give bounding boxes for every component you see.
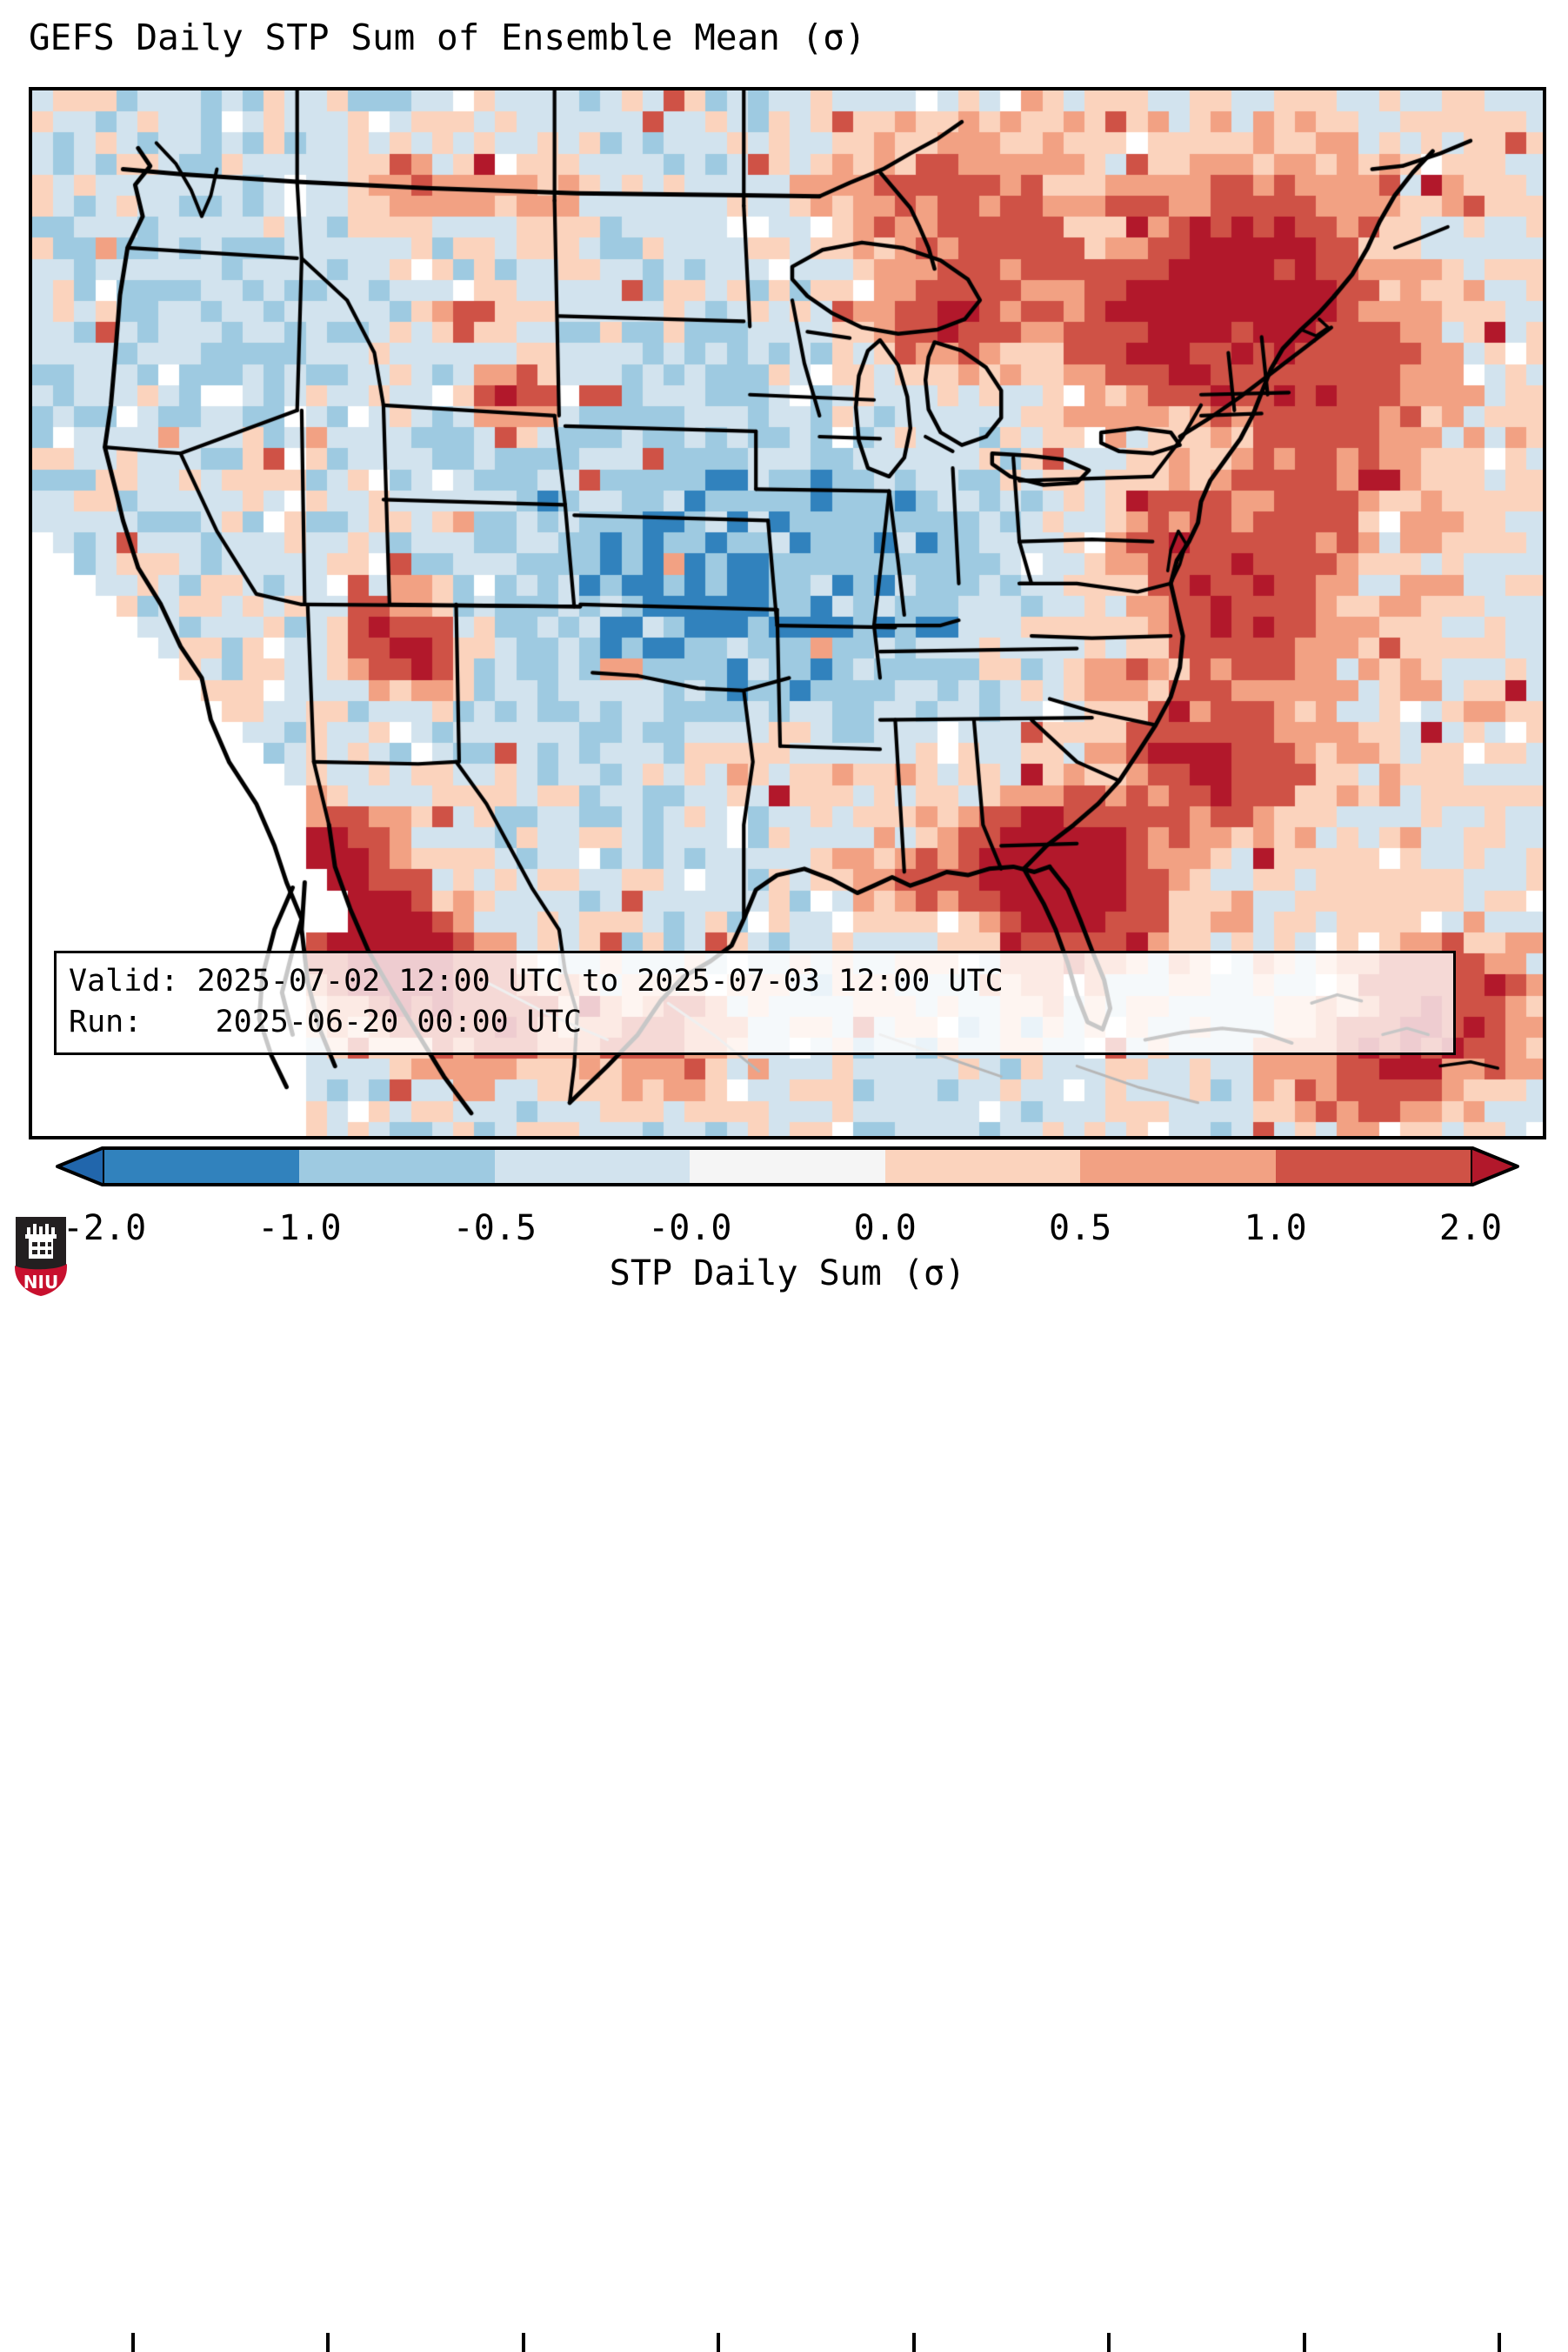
colorbar-axis-label-text: STP Daily Sum (σ): [609, 1253, 966, 1293]
info-textbox: Valid: 2025-07-02 12:00 UTC to 2025-07-0…: [54, 951, 1456, 1055]
colorbar-tick-label-2: -0.5: [452, 1208, 537, 1248]
colorbar-segment-0: [104, 1150, 300, 1183]
figure-root: GEFS Daily STP Sum of Ensemble Mean (σ) …: [12, 17, 1546, 2352]
colorbar-tick-0: [131, 2333, 135, 2352]
colorbar[interactable]: [29, 1146, 1546, 2352]
colorbar-tick-3: [717, 2333, 721, 2352]
colorbar-segment-1: [299, 1150, 495, 1183]
colorbar-segment-6: [1275, 1150, 1471, 1183]
colorbar-tick-6: [1302, 2333, 1306, 2352]
colorbar-segment-5: [1080, 1150, 1276, 1183]
colorbar-tick-5: [1107, 2333, 1111, 2352]
colorbar-tick-2: [521, 2333, 525, 2352]
colorbar-axis-label: STP Daily Sum (σ): [29, 1249, 1546, 1298]
colorbar-under-arrow-icon: [56, 1146, 104, 1186]
niu-logo-text: NIU: [23, 1272, 58, 1293]
colorbar-tick-label-4: 0.0: [853, 1208, 917, 1248]
colorbar-segment-3: [690, 1150, 885, 1183]
colorbar-tick-label-6: 1.0: [1244, 1208, 1307, 1248]
colorbar-tick-label-7: 2.0: [1438, 1208, 1503, 1248]
colorbar-tick-label-5: 0.5: [1049, 1208, 1112, 1248]
map-plot-area[interactable]: Valid: 2025-07-02 12:00 UTC to 2025-07-0…: [29, 87, 1546, 1139]
niu-logo: NIU: [12, 1213, 70, 1299]
colorbar-tick-labels: -2.0 -1.0 -0.5 -0.0 0.0 0.5 1.0 2.0: [29, 1206, 1546, 1251]
colorbar-segment-2: [494, 1150, 691, 1183]
colorbar-ticks: [57, 2333, 1568, 2352]
colorbar-tick-7: [1498, 2333, 1501, 2352]
colorbar-tick-label-0: -2.0: [62, 1208, 147, 1248]
colorbar-segments: [104, 1146, 1471, 1186]
colorbar-tick-label-3: -0.0: [648, 1208, 732, 1248]
colorbar-tick-1: [326, 2333, 330, 2352]
colorbar-tick-label-1: -1.0: [257, 1208, 342, 1248]
colorbar-band: [29, 1146, 1546, 1186]
run-time-line: Run: 2025-06-20 00:00 UTC: [69, 1005, 583, 1039]
valid-time-line: Valid: 2025-07-02 12:00 UTC to 2025-07-0…: [69, 964, 1004, 999]
page-title: GEFS Daily STP Sum of Ensemble Mean (σ): [29, 17, 866, 58]
colorbar-segment-4: [884, 1150, 1081, 1183]
colorbar-tick-4: [911, 2333, 916, 2352]
colorbar-over-arrow-icon: [1471, 1146, 1519, 1186]
